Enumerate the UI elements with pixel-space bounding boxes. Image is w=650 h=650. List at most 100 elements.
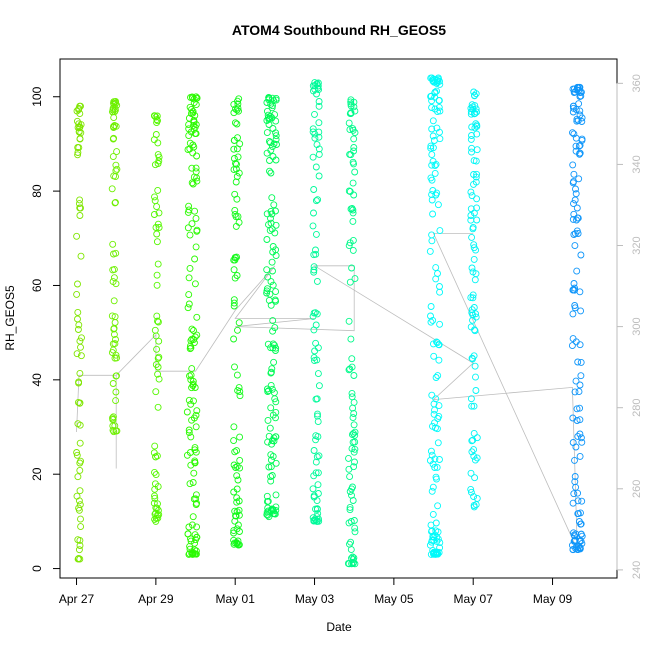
- data-point: [435, 97, 443, 104]
- data-point: [431, 464, 439, 471]
- data-point: [471, 362, 479, 370]
- data-point: [349, 414, 357, 422]
- data-point: [434, 535, 442, 543]
- data-point: [263, 210, 271, 218]
- data-point: [348, 445, 356, 453]
- data-point: [471, 276, 479, 284]
- data-point: [230, 155, 238, 162]
- data-point: [310, 516, 318, 524]
- data-point: [351, 524, 359, 532]
- data-point: [188, 220, 196, 228]
- data-point: [473, 170, 481, 178]
- data-point: [432, 527, 440, 535]
- data-point: [189, 479, 197, 486]
- data-point: [573, 115, 581, 123]
- data-point: [268, 365, 276, 373]
- data-point: [467, 323, 475, 331]
- data-point: [577, 434, 585, 442]
- data-point: [154, 500, 161, 508]
- data-point: [75, 506, 83, 514]
- data-point: [192, 547, 200, 555]
- data-point: [436, 283, 443, 290]
- data-point: [345, 454, 352, 462]
- data-point: [184, 304, 192, 312]
- data-point: [472, 90, 480, 98]
- y2-tick-label: 320: [631, 236, 643, 254]
- data-point: [428, 196, 436, 204]
- data-point: [265, 463, 273, 471]
- data-point: [313, 356, 321, 364]
- data-point: [315, 145, 323, 153]
- data-point: [467, 395, 475, 403]
- data-point: [468, 148, 475, 156]
- data-point: [267, 344, 275, 352]
- data-point: [190, 336, 198, 343]
- data-point: [569, 215, 577, 223]
- data-point: [234, 521, 242, 529]
- data-point: [185, 426, 193, 434]
- data-point: [348, 491, 355, 499]
- data-point: [436, 135, 444, 143]
- data-point: [272, 136, 280, 143]
- data-point: [264, 114, 272, 122]
- data-point: [472, 120, 480, 128]
- y2-tick-label: 340: [631, 155, 643, 173]
- data-point: [272, 288, 280, 296]
- data-point: [77, 252, 85, 260]
- data-point: [349, 553, 357, 561]
- data-point: [272, 398, 280, 406]
- data-point: [76, 110, 84, 118]
- data-point: [312, 197, 320, 205]
- data-point: [109, 413, 117, 421]
- data-point: [315, 102, 323, 110]
- data-point: [571, 284, 579, 292]
- data-point: [154, 260, 162, 268]
- data-point: [576, 452, 584, 460]
- data-point: [74, 144, 82, 151]
- data-point: [349, 179, 357, 187]
- data-point: [268, 505, 276, 513]
- flight-7-points: [309, 79, 323, 525]
- data-point: [77, 457, 85, 465]
- data-point: [467, 212, 475, 219]
- data-point: [349, 217, 357, 225]
- data-point: [151, 161, 159, 169]
- data-point: [74, 280, 81, 288]
- data-point: [192, 536, 200, 544]
- data-point: [185, 396, 193, 404]
- y2-tick-label: 260: [631, 480, 643, 498]
- data-point: [267, 214, 274, 222]
- data-point: [188, 384, 196, 392]
- data-point: [74, 473, 82, 481]
- data-point: [427, 142, 435, 150]
- data-point: [470, 304, 478, 311]
- data-point: [236, 456, 244, 464]
- flight-6-points: [263, 94, 280, 521]
- data-point: [236, 140, 244, 148]
- data-point: [109, 240, 117, 248]
- data-point: [75, 128, 83, 135]
- data-point: [426, 247, 434, 255]
- data-point: [467, 135, 475, 143]
- data-point: [573, 204, 581, 212]
- data-point: [271, 324, 279, 332]
- data-point: [269, 143, 276, 151]
- data-point: [578, 497, 586, 505]
- data-point: [186, 550, 193, 558]
- data-point: [469, 268, 477, 276]
- data-point: [110, 274, 118, 282]
- data-point: [269, 327, 277, 335]
- data-point: [233, 525, 241, 533]
- data-point: [150, 499, 158, 507]
- data-point: [576, 544, 584, 552]
- data-point: [350, 144, 358, 151]
- data-point: [469, 223, 477, 231]
- data-point: [234, 541, 242, 548]
- data-point: [185, 121, 193, 129]
- data-point: [264, 416, 272, 424]
- data-point: [312, 395, 320, 403]
- data-point: [569, 499, 577, 507]
- data-point: [268, 104, 276, 112]
- data-point: [191, 255, 199, 263]
